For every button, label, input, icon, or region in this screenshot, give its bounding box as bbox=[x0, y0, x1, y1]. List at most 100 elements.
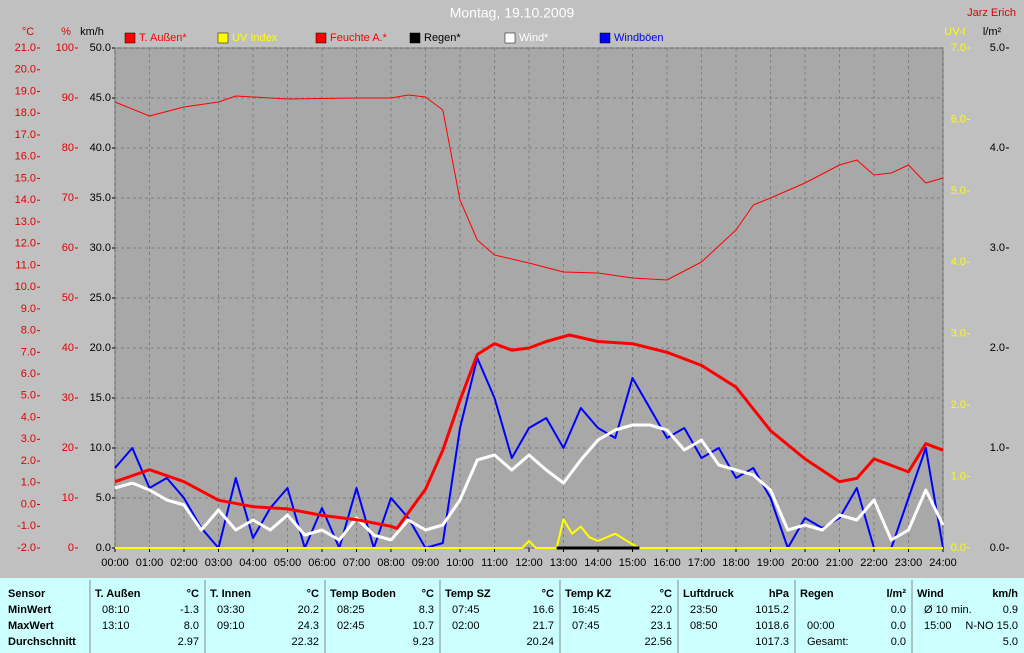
column-header: Temp SZ bbox=[445, 588, 491, 600]
y-tick-label: 1.0 bbox=[990, 442, 1005, 454]
legend-label: T. Außen* bbox=[139, 32, 187, 44]
cell-value: 1017.3 bbox=[755, 636, 789, 648]
axis-title: l/m² bbox=[983, 26, 1002, 38]
row-label: MinWert bbox=[8, 604, 52, 616]
table-background bbox=[0, 578, 1024, 653]
cell-value: -1.3 bbox=[180, 604, 199, 616]
y-tick-label: 2.0 bbox=[21, 455, 36, 467]
axis-title: km/h bbox=[80, 26, 104, 38]
y-tick-label: 7.0 bbox=[951, 42, 966, 54]
y-tick-label: 30.0 bbox=[90, 242, 111, 254]
x-tick-label: 23:00 bbox=[895, 557, 923, 569]
cell-value: 20.24 bbox=[526, 636, 554, 648]
x-tick-label: 04:00 bbox=[239, 557, 267, 569]
y-tick-label: 0 bbox=[68, 542, 74, 554]
cell-value: 24.3 bbox=[298, 620, 319, 632]
x-tick-label: 05:00 bbox=[274, 557, 302, 569]
column-unit: °C bbox=[422, 588, 434, 600]
cell-time: 02:45 bbox=[337, 620, 365, 632]
x-tick-label: 19:00 bbox=[757, 557, 785, 569]
axis-title: UV-I bbox=[944, 26, 965, 38]
y-tick-label: 16.0 bbox=[15, 151, 36, 163]
cell-time: 23:50 bbox=[690, 604, 718, 616]
x-tick-label: 12:00 bbox=[515, 557, 543, 569]
y-tick-label: 3.0 bbox=[951, 328, 966, 340]
x-tick-label: 00:00 bbox=[101, 557, 129, 569]
y-tick-label: 40 bbox=[62, 342, 74, 354]
cell-value: 23.1 bbox=[651, 620, 672, 632]
cell-time: Gesamt: bbox=[807, 636, 849, 648]
y-tick-label: 14.0 bbox=[15, 194, 36, 206]
y-tick-label: 12.0 bbox=[15, 238, 36, 250]
series-line bbox=[114, 357, 944, 549]
row-label: Sensor bbox=[8, 588, 46, 600]
author: Jarz Erich bbox=[967, 7, 1016, 19]
cell-value: 20.2 bbox=[298, 604, 319, 616]
column-unit: l/m² bbox=[886, 588, 906, 600]
y-tick-label: 50 bbox=[62, 292, 74, 304]
legend-swatch bbox=[599, 32, 611, 44]
y-tick-label: 5.0 bbox=[990, 42, 1005, 54]
column-header: Temp KZ bbox=[565, 588, 612, 600]
y-tick-label: 1.0 bbox=[951, 470, 966, 482]
y-tick-label: 15.0 bbox=[90, 392, 111, 404]
y-tick-label: 0.0 bbox=[990, 542, 1005, 554]
x-tick-label: 24:00 bbox=[929, 557, 957, 569]
x-tick-label: 01:00 bbox=[136, 557, 164, 569]
cell-value: 10.7 bbox=[413, 620, 434, 632]
legend-swatch bbox=[124, 32, 136, 44]
column-header: Wind bbox=[917, 588, 944, 600]
cell-value: 0.0 bbox=[891, 604, 906, 616]
series-line bbox=[114, 423, 945, 542]
y-tick-label: 3.0 bbox=[990, 242, 1005, 254]
y-tick-label: 0.0 bbox=[96, 542, 111, 554]
legend-label: Wind* bbox=[519, 32, 549, 44]
y-tick-label: 90 bbox=[62, 92, 74, 104]
series-line bbox=[115, 518, 943, 549]
cell-time: 02:00 bbox=[452, 620, 480, 632]
column-unit: hPa bbox=[769, 588, 790, 600]
y-tick-label: 6.0 bbox=[951, 113, 966, 125]
cell-value: 22.32 bbox=[291, 636, 319, 648]
x-tick-label: 08:00 bbox=[377, 557, 405, 569]
cell-value: 22.56 bbox=[644, 636, 672, 648]
cell-value: 8.3 bbox=[419, 604, 434, 616]
y-tick-label: 18.0 bbox=[15, 107, 36, 119]
y-tick-label: 100 bbox=[56, 42, 74, 54]
cell-value: 9.23 bbox=[413, 636, 434, 648]
cell-time: Ø 10 min. bbox=[924, 604, 972, 616]
y-tick-label: 35.0 bbox=[90, 192, 111, 204]
y-tick-label: 60 bbox=[62, 242, 74, 254]
x-tick-label: 02:00 bbox=[170, 557, 198, 569]
y-tick-label: 10 bbox=[62, 492, 74, 504]
x-tick-label: 13:00 bbox=[550, 557, 578, 569]
column-header: Temp Boden bbox=[330, 588, 396, 600]
cell-time: 15:00 bbox=[924, 620, 952, 632]
cell-time: 09:10 bbox=[217, 620, 245, 632]
y-tick-label: 21.0 bbox=[15, 42, 36, 54]
y-tick-label: 5.0 bbox=[21, 390, 36, 402]
column-unit: °C bbox=[660, 588, 672, 600]
legend-label: UV Index bbox=[232, 32, 278, 44]
cell-value: 8.0 bbox=[184, 620, 199, 632]
y-tick-label: 45.0 bbox=[90, 92, 111, 104]
x-tick-label: 18:00 bbox=[722, 557, 750, 569]
legend-label: Windböen bbox=[614, 32, 664, 44]
y-tick-label: 5.0 bbox=[951, 185, 966, 197]
cell-value: 5.0 bbox=[1003, 636, 1018, 648]
column-unit: °C bbox=[542, 588, 554, 600]
legend-swatch bbox=[315, 32, 327, 44]
y-tick-label: 70 bbox=[62, 192, 74, 204]
column-header: Regen bbox=[800, 588, 834, 600]
y-tick-label: 9.0 bbox=[21, 303, 36, 315]
y-tick-label: 6.0 bbox=[21, 368, 36, 380]
y-tick-label: 7.0 bbox=[21, 346, 36, 358]
column-unit: km/h bbox=[992, 588, 1018, 600]
y-tick-label: 20.0 bbox=[15, 64, 36, 76]
x-tick-label: 21:00 bbox=[826, 557, 854, 569]
y-tick-label: 40.0 bbox=[90, 142, 111, 154]
legend-swatch bbox=[217, 32, 229, 44]
cell-value: 0.9 bbox=[1003, 604, 1018, 616]
x-tick-label: 10:00 bbox=[446, 557, 474, 569]
cell-value: 1015.2 bbox=[755, 604, 789, 616]
